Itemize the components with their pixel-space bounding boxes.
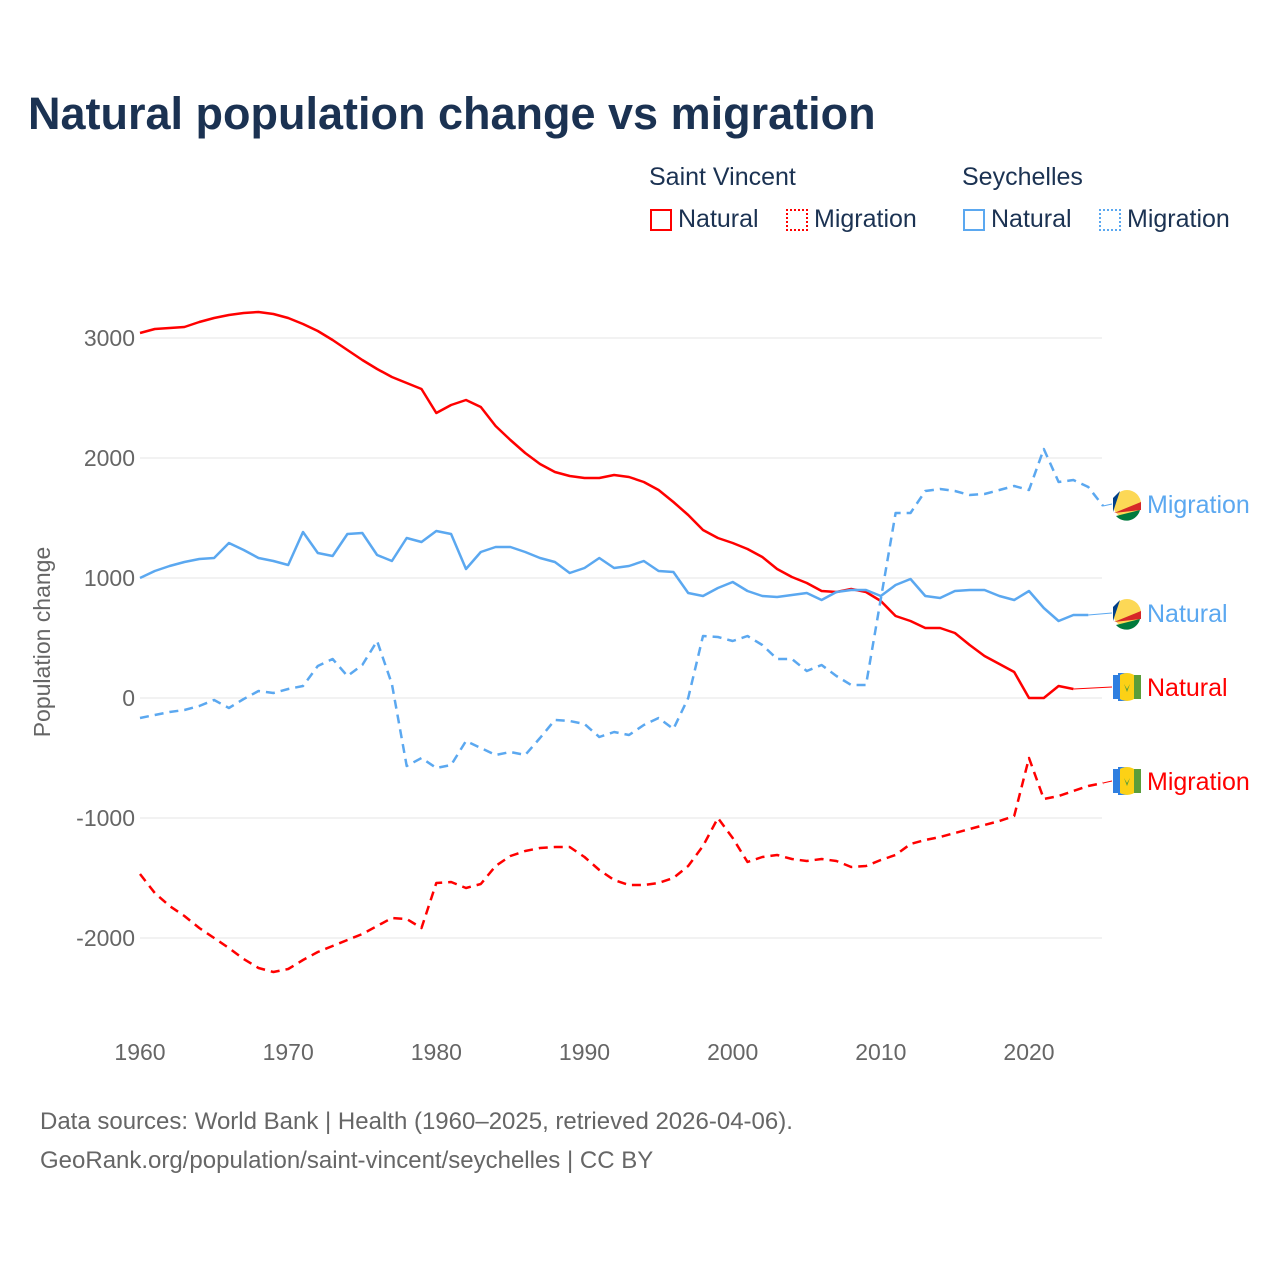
seychelles-flag-icon: [1113, 490, 1141, 521]
footer-source: Data sources: World Bank | Health (1960–…: [40, 1108, 793, 1135]
legend-group-seychelles: Seychelles: [962, 163, 1083, 191]
end-label: Migration: [1147, 768, 1250, 796]
seychelles-flag-icon: [1113, 599, 1141, 630]
chart-title: Natural population change vs migration: [28, 88, 876, 139]
legend-sc-natural[interactable]: Natural: [963, 205, 1072, 234]
x-tick-label: 1960: [114, 1039, 165, 1065]
x-tick-label: 1980: [411, 1039, 462, 1065]
series-line-seychelles-natural: [139, 529, 1089, 623]
end-label-connector: [1102, 780, 1113, 784]
flag-stripe: [1114, 502, 1141, 513]
series-line-saint-vincent-migration: [139, 756, 1104, 974]
x-tick-label: 2010: [855, 1039, 906, 1065]
saint-vincent-flag-icon: [1113, 767, 1141, 795]
legend-swatch-dotted-icon: [786, 208, 808, 231]
x-tick-label: 2000: [707, 1039, 758, 1065]
legend-sv-natural[interactable]: Natural: [650, 205, 759, 234]
series-line-saint-vincent-natural: [139, 310, 1074, 700]
flag-stripe: [1134, 769, 1141, 793]
y-tick-label: -1000: [76, 805, 135, 831]
flag-stripe: [1113, 600, 1120, 621]
end-label: Natural: [1147, 674, 1228, 702]
legend-label: Migration: [1127, 205, 1230, 233]
end-label-connector: [1102, 503, 1113, 507]
flag-stripe: [1116, 619, 1140, 630]
flag-stripe: [1113, 675, 1120, 699]
flag-diamonds: [1124, 684, 1130, 692]
flag-stripe: [1113, 491, 1120, 512]
y-tick-label: 2000: [84, 445, 135, 471]
legend-swatch-solid-icon: [963, 208, 985, 231]
flag-stripe: [1113, 769, 1120, 793]
y-tick-label: 1000: [84, 565, 135, 591]
end-label: Natural: [1147, 600, 1228, 628]
flag-stripe: [1134, 675, 1141, 699]
legend-sv-migration[interactable]: Migration: [786, 205, 917, 234]
end-label-connector: [1073, 686, 1113, 690]
legend-label: Migration: [814, 205, 917, 233]
x-tick-label: 2020: [1003, 1039, 1054, 1065]
flag-stripe: [1114, 611, 1141, 622]
legend-swatch-dotted-icon: [1099, 208, 1121, 231]
end-label: Migration: [1147, 491, 1250, 519]
saint-vincent-flag-icon: [1113, 673, 1141, 701]
y-tick-label: 0: [122, 685, 135, 711]
footer-credit[interactable]: GeoRank.org/population/saint-vincent/sey…: [40, 1147, 654, 1174]
legend-sc-migration[interactable]: Migration: [1099, 205, 1230, 234]
series-line-seychelles-migration: [139, 447, 1105, 770]
y-tick-label: 3000: [84, 325, 135, 351]
end-label-connector: [1088, 612, 1113, 616]
y-tick-label: -2000: [76, 925, 135, 951]
x-tick-label: 1970: [263, 1039, 314, 1065]
x-tick-label: 1990: [559, 1039, 610, 1065]
legend-swatch-solid-icon: [650, 208, 672, 231]
legend-label: Natural: [991, 205, 1072, 233]
flag-diamonds: [1124, 778, 1130, 786]
flag-stripe: [1116, 510, 1140, 521]
y-axis-label: Population change: [29, 547, 55, 738]
legend-group-saint-vincent: Saint Vincent: [649, 163, 796, 191]
legend-label: Natural: [678, 205, 759, 233]
